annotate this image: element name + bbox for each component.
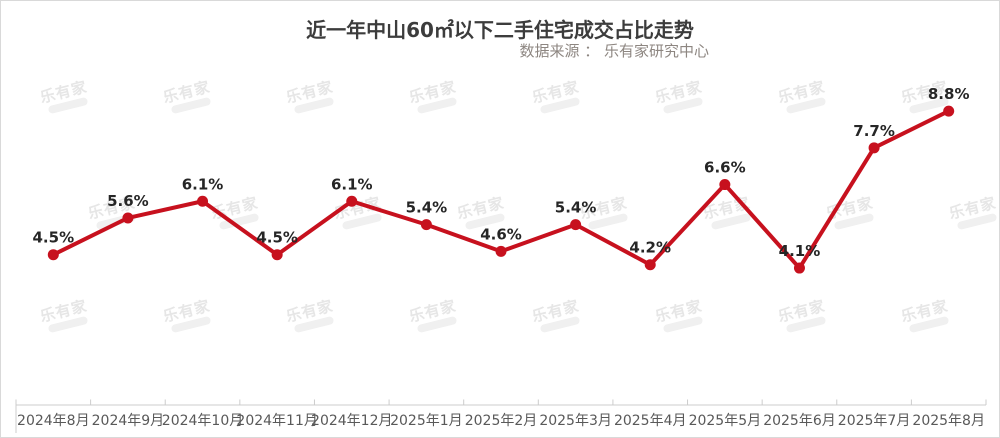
data-point [271, 249, 283, 261]
data-label: 4.6% [480, 225, 522, 243]
data-label: 6.1% [182, 175, 224, 193]
data-label: 5.4% [406, 199, 448, 217]
x-axis-label: 2025年2月 [465, 413, 538, 429]
data-source-subtitle: 数据来源 ： 乐有家研究中心 [519, 42, 709, 60]
x-axis-label: 2025年8月 [912, 413, 985, 429]
x-axis-label: 2025年1月 [390, 413, 463, 429]
data-point [47, 249, 59, 261]
x-axis-label: 2024年8月 [17, 413, 90, 429]
x-axis-label: 2024年12月 [311, 413, 392, 429]
data-point [943, 105, 955, 117]
x-axis-label: 2025年4月 [614, 413, 687, 429]
data-label: 4.1% [779, 242, 821, 260]
data-label: 6.6% [704, 159, 746, 177]
data-label: 4.5% [33, 229, 75, 247]
data-label: 8.8% [928, 85, 970, 103]
x-axis-label: 2024年11月 [236, 413, 317, 429]
data-point [868, 142, 880, 154]
x-axis-label: 2025年6月 [763, 413, 836, 429]
data-label: 4.5% [256, 229, 298, 247]
data-point [122, 212, 134, 224]
x-axis-label: 2025年7月 [838, 413, 911, 429]
data-label: 5.6% [107, 192, 149, 210]
data-point [197, 195, 209, 207]
data-point [793, 262, 805, 274]
data-point [570, 219, 582, 231]
data-point [719, 179, 731, 191]
x-axis-label: 2024年9月 [92, 413, 165, 429]
x-axis-label: 2025年3月 [539, 413, 612, 429]
x-axis-label: 2025年5月 [689, 413, 762, 429]
data-point [346, 195, 358, 207]
data-point [644, 259, 656, 271]
data-point [420, 219, 432, 231]
data-label: 7.7% [853, 122, 895, 140]
x-axis-label: 2024年10月 [162, 413, 243, 429]
data-label: 6.1% [331, 175, 373, 193]
data-label: 5.4% [555, 199, 597, 217]
data-label: 4.2% [629, 239, 671, 257]
data-point [495, 245, 507, 257]
chart-title: 近一年中山60㎡以下二手住宅成交占比走势 [306, 18, 694, 42]
